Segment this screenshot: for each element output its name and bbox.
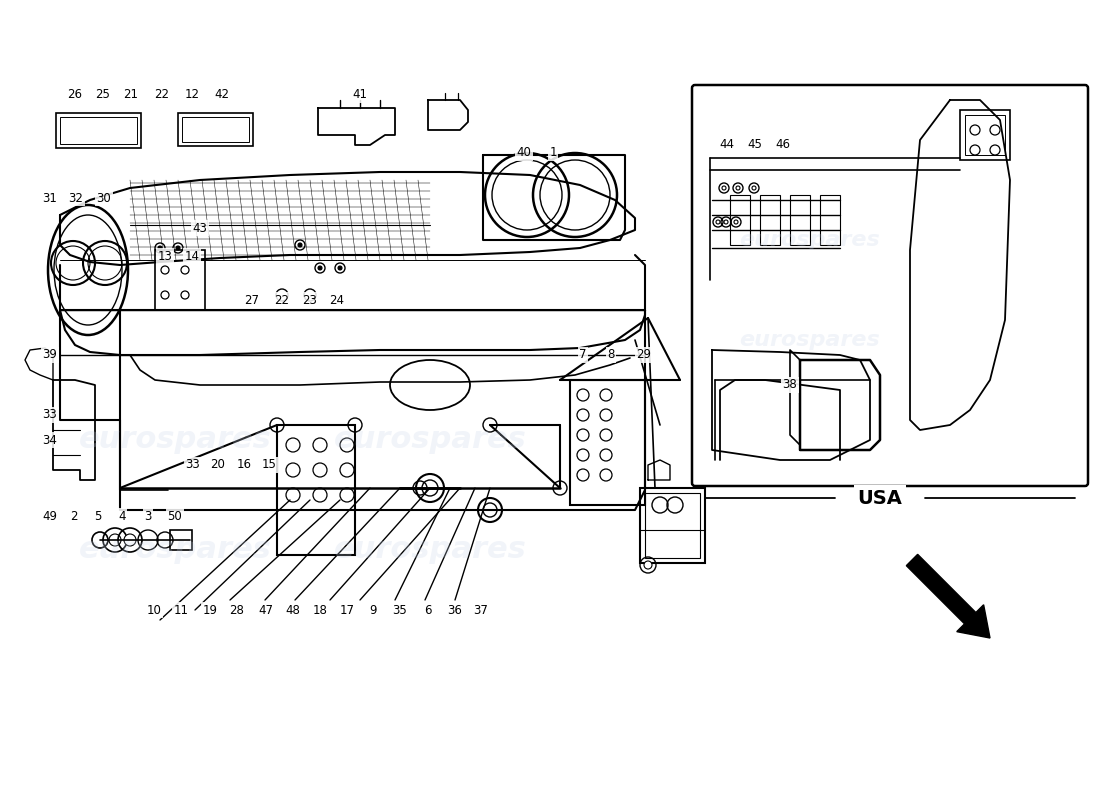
Circle shape (318, 266, 322, 270)
Text: 46: 46 (776, 138, 791, 151)
Text: 16: 16 (236, 458, 252, 471)
Circle shape (298, 243, 302, 247)
Text: 26: 26 (67, 89, 82, 102)
Bar (965, 115, 1005, 155)
Text: 19: 19 (202, 603, 218, 617)
Text: 29: 29 (637, 349, 651, 362)
Text: 24: 24 (330, 294, 344, 306)
Text: 9: 9 (370, 603, 376, 617)
Bar (730, 195, 750, 245)
Text: 13: 13 (157, 250, 173, 262)
Text: 27: 27 (244, 294, 260, 306)
Text: 50: 50 (167, 510, 183, 522)
Bar (820, 195, 840, 245)
Text: eurospares: eurospares (333, 426, 527, 454)
Text: 18: 18 (312, 603, 328, 617)
Circle shape (716, 220, 720, 224)
Bar (60, 117, 138, 144)
Bar (640, 488, 705, 563)
Bar (56, 113, 141, 148)
Text: 25: 25 (96, 89, 110, 102)
Circle shape (644, 561, 652, 569)
Circle shape (722, 186, 726, 190)
Circle shape (736, 186, 740, 190)
Text: 31: 31 (43, 191, 57, 205)
Bar (170, 530, 192, 550)
Text: 4: 4 (119, 510, 125, 522)
Text: 32: 32 (68, 191, 84, 205)
Text: 14: 14 (185, 250, 199, 262)
Bar (645, 493, 700, 558)
Circle shape (176, 246, 180, 250)
Text: 39: 39 (43, 349, 57, 362)
Text: 2: 2 (70, 510, 78, 522)
Text: 8: 8 (607, 349, 615, 362)
Text: 33: 33 (186, 458, 200, 471)
Text: 10: 10 (146, 603, 162, 617)
Text: eurospares: eurospares (78, 426, 272, 454)
Text: 17: 17 (340, 603, 354, 617)
Circle shape (124, 534, 136, 546)
Text: 12: 12 (185, 89, 199, 102)
Bar (155, 250, 205, 310)
Circle shape (109, 534, 121, 546)
Text: 34: 34 (43, 434, 57, 446)
Text: 38: 38 (782, 378, 797, 391)
Text: 30: 30 (97, 191, 111, 205)
Text: 40: 40 (517, 146, 531, 159)
Text: 45: 45 (748, 138, 762, 151)
Text: eurospares: eurospares (78, 535, 272, 565)
Text: 36: 36 (448, 603, 462, 617)
Text: 22: 22 (275, 294, 289, 306)
Text: 47: 47 (258, 603, 274, 617)
Text: 7: 7 (580, 349, 586, 362)
FancyArrow shape (906, 554, 990, 638)
Text: 33: 33 (43, 409, 57, 422)
Text: 23: 23 (302, 294, 318, 306)
Text: 15: 15 (262, 458, 276, 471)
Bar (277, 425, 355, 555)
Bar (960, 110, 1010, 160)
Circle shape (158, 246, 162, 250)
Text: 37: 37 (474, 603, 488, 617)
Text: 49: 49 (43, 510, 57, 522)
FancyBboxPatch shape (692, 85, 1088, 486)
Text: 41: 41 (352, 89, 367, 102)
Text: 22: 22 (154, 89, 169, 102)
Text: 20: 20 (210, 458, 225, 471)
Circle shape (338, 266, 342, 270)
Text: 43: 43 (192, 222, 208, 234)
Text: 48: 48 (286, 603, 300, 617)
Text: eurospares: eurospares (739, 230, 880, 250)
Text: 3: 3 (144, 510, 152, 522)
Text: eurospares: eurospares (739, 230, 880, 250)
Text: 42: 42 (214, 89, 230, 102)
Text: 21: 21 (123, 89, 139, 102)
Text: eurospares: eurospares (333, 535, 527, 565)
Text: eurospares: eurospares (739, 330, 880, 350)
Text: USA: USA (858, 489, 902, 507)
Text: 44: 44 (719, 138, 735, 151)
Bar (790, 195, 810, 245)
Circle shape (752, 186, 756, 190)
Circle shape (734, 220, 738, 224)
Text: 28: 28 (230, 603, 244, 617)
Circle shape (724, 220, 728, 224)
Text: 6: 6 (425, 603, 431, 617)
Bar (178, 113, 253, 146)
Bar (570, 380, 645, 505)
Text: eurospares: eurospares (739, 330, 880, 350)
Text: 11: 11 (174, 603, 188, 617)
Text: 1: 1 (549, 146, 557, 159)
Bar (760, 195, 780, 245)
Text: 5: 5 (95, 510, 101, 522)
Bar (182, 117, 249, 142)
Text: 35: 35 (393, 603, 407, 617)
